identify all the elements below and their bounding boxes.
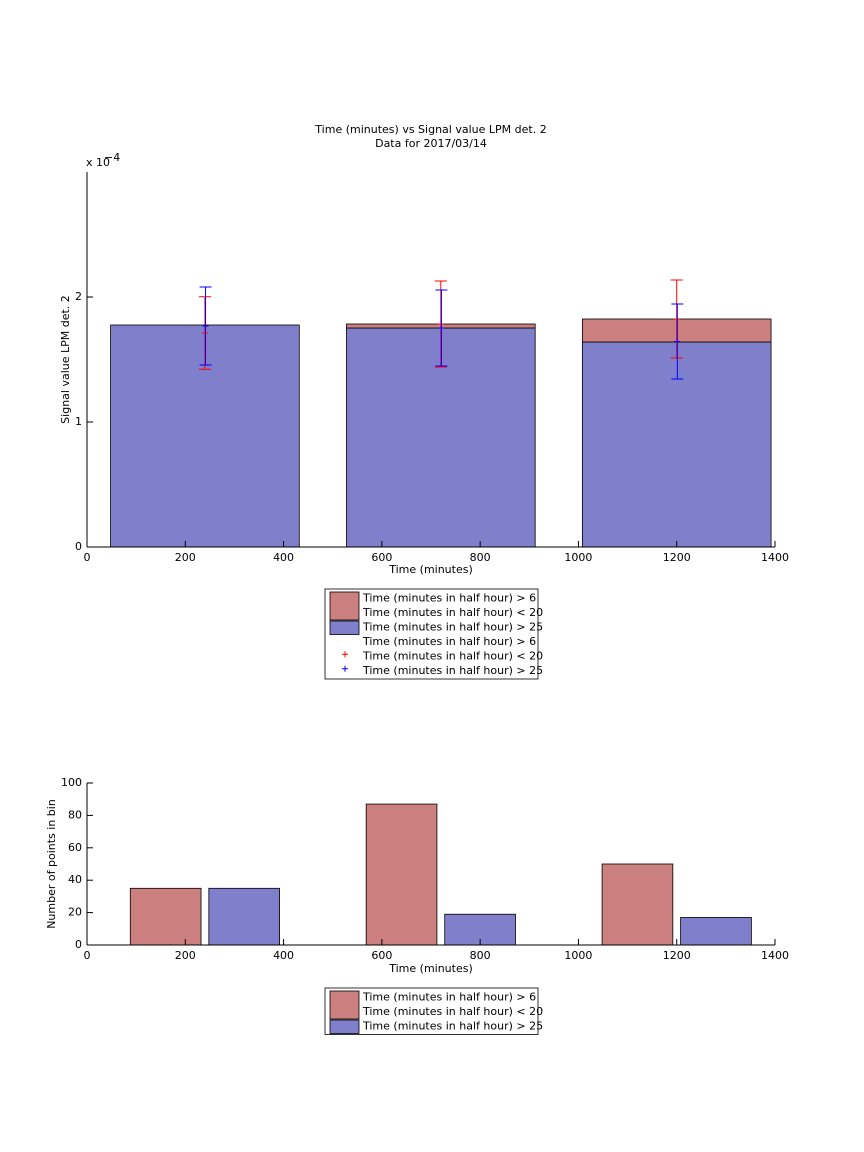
x-tick-label: 1000 [564, 949, 592, 962]
x-tick-label: 800 [470, 551, 491, 564]
legend-box [324, 588, 539, 680]
legend-swatch [329, 620, 360, 635]
x-tick-label: 200 [175, 949, 196, 962]
x-axis-label: Time (minutes) [388, 962, 473, 975]
x-tick-label: 1400 [761, 949, 789, 962]
legend-marker [342, 651, 348, 658]
x-tick-label: 0 [84, 949, 91, 962]
bar [129, 887, 202, 946]
y-tick-label: 80 [68, 808, 82, 821]
legend-label: Time (minutes in half hour) > 6 [362, 990, 536, 1003]
x-tick-label: 400 [273, 949, 294, 962]
y-tick-label: 20 [68, 906, 82, 919]
error-bar [199, 286, 212, 366]
y-exponent-base: x 10 [86, 156, 110, 169]
bar [365, 803, 438, 946]
legend-label: Time (minutes in half hour) < 20 [362, 649, 543, 662]
legend-label: Time (minutes in half hour) < 20 [362, 606, 543, 619]
x-tick-label: 1400 [761, 551, 789, 564]
y-exponent-power: −4 [104, 151, 120, 164]
y-tick-label: 2 [75, 290, 82, 303]
x-tick-label: 1000 [564, 551, 592, 564]
y-tick-label: 0 [75, 938, 82, 951]
y-tick-label: 60 [68, 841, 82, 854]
x-tick-label: 0 [84, 551, 91, 564]
legend-swatch [329, 1019, 360, 1034]
y-tick-label: 0 [75, 540, 82, 553]
bar-segment [110, 324, 300, 548]
x-tick-label: 800 [470, 949, 491, 962]
x-tick-label: 1200 [663, 551, 691, 564]
bar [208, 887, 281, 946]
chart-title: Time (minutes) vs Signal value LPM det. … [314, 123, 546, 136]
y-axis-label: Number of points in bin [45, 799, 58, 929]
y-tick-label: 1 [75, 415, 82, 428]
chart-subtitle: Data for 2017/03/14 [375, 137, 487, 150]
error-bar [671, 303, 684, 380]
x-tick-label: 1200 [663, 949, 691, 962]
error-bar [434, 280, 447, 368]
bar-segment [581, 341, 772, 548]
legend-label: Time (minutes in half hour) > 6 [362, 591, 536, 604]
y-tick-label: 40 [68, 873, 82, 886]
legend-label: Time (minutes in half hour) > 25 [362, 664, 543, 677]
legend-label: Time (minutes in half hour) > 25 [362, 1019, 543, 1032]
y-tick-label: 100 [61, 776, 82, 789]
error-bar [670, 279, 683, 359]
x-tick-label: 200 [175, 551, 196, 564]
bar [601, 863, 674, 946]
legend-swatch [329, 591, 360, 621]
x-tick-label: 400 [273, 551, 294, 564]
error-bar [435, 289, 448, 367]
legend-label: Time (minutes in half hour) < 20 [362, 1005, 543, 1018]
error-bar [198, 296, 211, 370]
legend-label: Time (minutes in half hour) > 25 [362, 620, 543, 633]
legend-box [324, 987, 539, 1035]
x-axis-label: Time (minutes) [388, 563, 473, 576]
y-axis-label: Signal value LPM det. 2 [59, 295, 72, 424]
legend: Time (minutes in half hour) > 6 Time (min… [324, 987, 543, 1035]
legend-swatch [329, 990, 360, 1020]
x-tick-label: 600 [371, 949, 392, 962]
bar [680, 917, 752, 946]
x-tick-label: 600 [371, 551, 392, 564]
bar [444, 913, 516, 946]
legend-marker [342, 665, 348, 672]
legend-label: Time (minutes in half hour) > 6 [362, 635, 536, 648]
